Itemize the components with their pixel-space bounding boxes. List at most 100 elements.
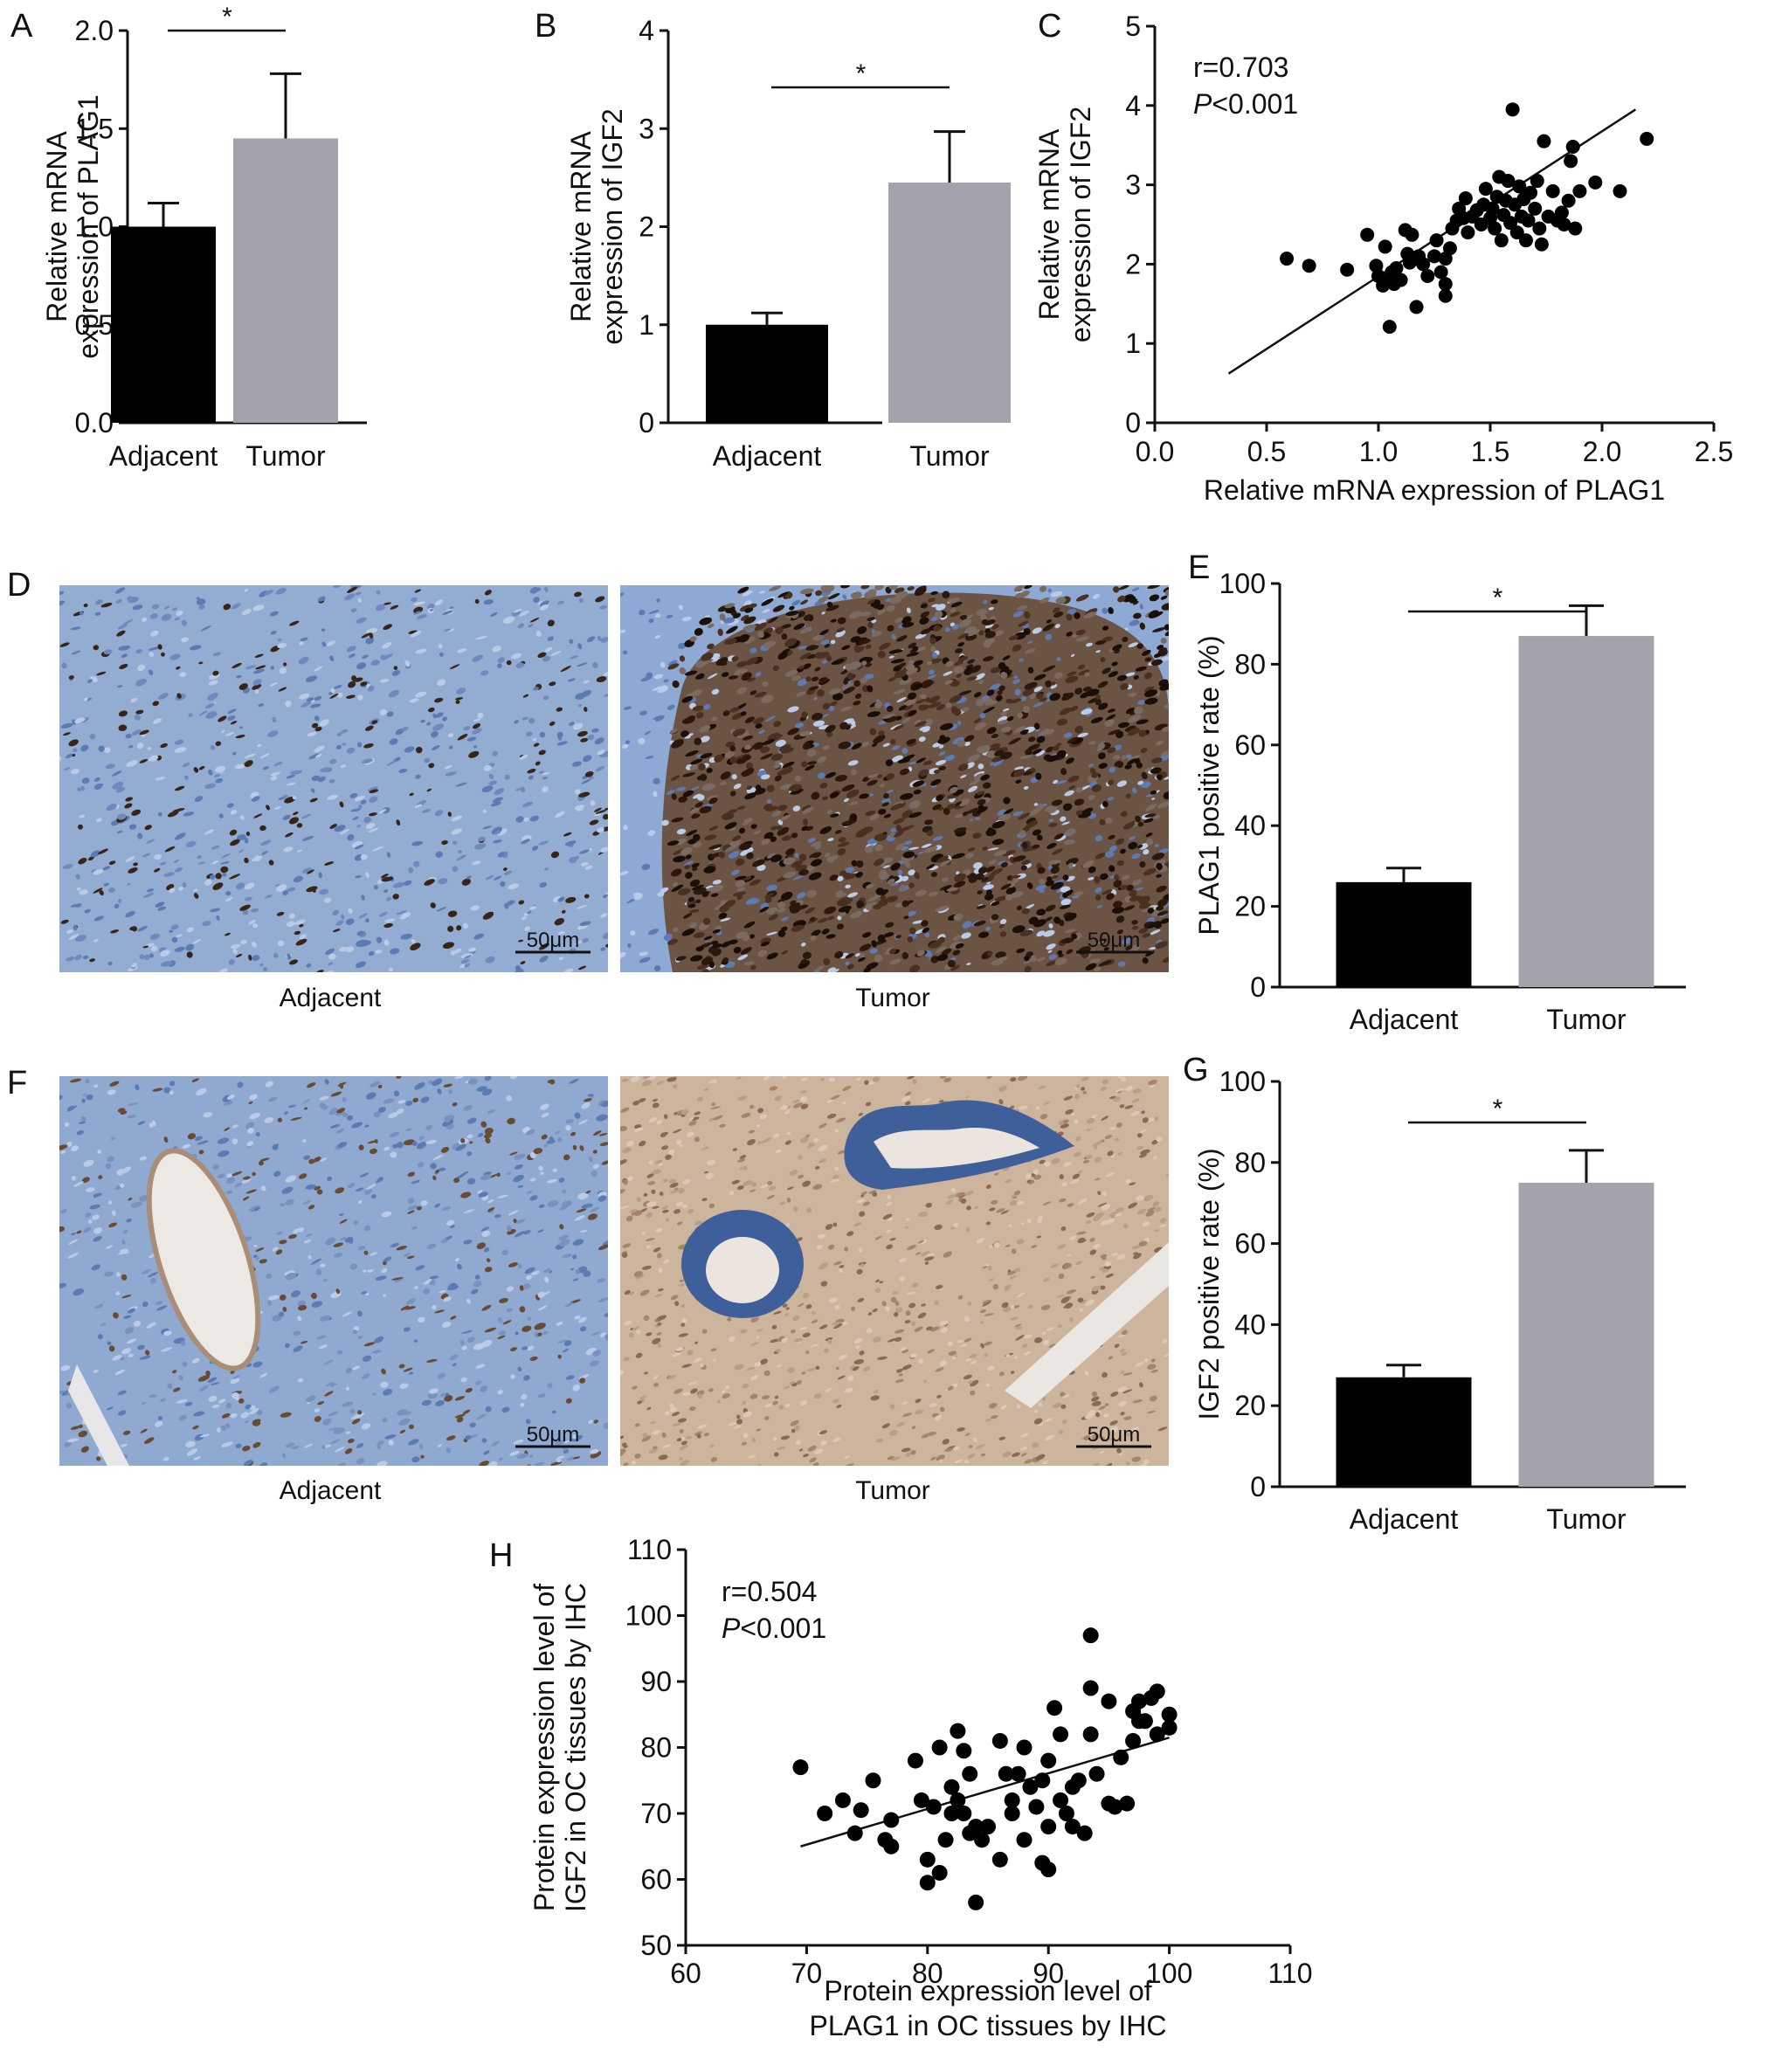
texture-mark (646, 1173, 654, 1178)
texture-mark (793, 1206, 798, 1212)
texture-mark (66, 929, 74, 934)
texture-mark (409, 1424, 414, 1429)
texture-mark (406, 1298, 416, 1305)
texture-mark (93, 777, 100, 782)
texture-mark (970, 1390, 976, 1396)
texture-mark (447, 812, 452, 817)
texture-mark (502, 616, 515, 624)
texture-mark (945, 660, 954, 667)
texture-mark (834, 830, 842, 834)
texture-mark (956, 1191, 965, 1198)
texture-mark (784, 669, 798, 677)
texture-mark (935, 906, 949, 912)
texture-mark (934, 1224, 943, 1231)
texture-mark (646, 1406, 652, 1411)
texture-mark (78, 824, 83, 830)
texture-mark (731, 655, 739, 662)
texture-mark (128, 824, 137, 830)
chart-c-x-tick-label: 1.0 (1359, 436, 1398, 467)
texture-mark (840, 585, 851, 589)
texture-mark (1008, 635, 1019, 641)
texture-mark (1025, 1173, 1032, 1179)
texture-mark (132, 604, 143, 611)
texture-mark (1037, 803, 1044, 811)
texture-mark (175, 832, 186, 840)
texture-mark (231, 943, 241, 950)
texture-mark (833, 1260, 842, 1266)
texture-mark (958, 690, 972, 696)
texture-mark (426, 1243, 437, 1249)
texture-mark (724, 845, 738, 852)
texture-mark (242, 1445, 251, 1452)
texture-mark (1093, 1144, 1098, 1150)
texture-mark (395, 729, 404, 736)
texture-mark (741, 1441, 748, 1446)
texture-mark (210, 908, 220, 913)
chart-b-bar-tumor (888, 182, 1011, 424)
texture-mark (515, 1164, 523, 1170)
chart-c-data-point (1532, 221, 1547, 236)
texture-mark (418, 1444, 424, 1449)
texture-mark (1106, 1462, 1113, 1466)
chart-e-significance-star: * (1493, 584, 1503, 612)
texture-mark (225, 891, 231, 896)
texture-mark (847, 892, 859, 898)
texture-mark (563, 1154, 570, 1161)
texture-mark (721, 812, 735, 820)
texture-mark (94, 1305, 103, 1309)
texture-mark (671, 1423, 681, 1426)
texture-mark (783, 857, 796, 865)
texture-mark (585, 1190, 591, 1194)
texture-mark (999, 918, 1007, 925)
texture-mark (137, 1121, 146, 1125)
texture-mark (919, 694, 927, 700)
texture-mark (656, 1331, 662, 1336)
texture-mark (845, 953, 854, 959)
texture-mark (66, 1105, 78, 1112)
texture-mark (759, 746, 770, 754)
texture-mark (1160, 918, 1169, 924)
texture-mark (448, 745, 453, 749)
texture-mark (230, 839, 240, 846)
chart-c-data-point (1505, 102, 1520, 117)
texture-mark (474, 1274, 480, 1280)
texture-mark (1043, 1102, 1050, 1105)
texture-mark (993, 850, 1007, 857)
texture-mark (867, 779, 878, 786)
texture-mark (929, 941, 943, 949)
texture-mark (537, 652, 547, 659)
texture-mark (574, 1316, 581, 1320)
texture-mark (987, 1365, 995, 1371)
texture-mark (1041, 1331, 1046, 1336)
texture-mark (1154, 1206, 1162, 1212)
texture-mark (381, 876, 394, 882)
texture-mark (605, 943, 608, 948)
texture-mark (980, 1321, 984, 1324)
texture-mark (1026, 1218, 1032, 1223)
texture-mark (754, 1361, 762, 1367)
texture-mark (837, 617, 846, 625)
texture-mark (1099, 1450, 1105, 1454)
texture-mark (278, 940, 285, 947)
texture-mark (449, 1354, 459, 1361)
texture-mark (315, 1268, 322, 1275)
texture-mark (361, 1423, 371, 1430)
texture-mark (1012, 1305, 1020, 1309)
texture-mark (76, 1129, 85, 1136)
texture-mark (577, 703, 583, 708)
texture-mark (220, 866, 229, 874)
chart-e-bar-tumor (1518, 636, 1654, 987)
texture-mark (218, 1150, 230, 1157)
texture-mark (799, 653, 812, 660)
texture-mark (829, 687, 841, 695)
chart-b-y-tick-label: 2 (639, 211, 654, 243)
chart-h-data-point (937, 1832, 954, 1848)
texture-mark (508, 1210, 519, 1216)
texture-mark (687, 903, 696, 908)
texture-mark (266, 805, 271, 811)
texture-mark (83, 697, 88, 701)
chart-h-data-point (1161, 1719, 1178, 1736)
texture-mark (777, 819, 784, 825)
texture-mark (1000, 1405, 1007, 1410)
texture-mark (748, 1454, 756, 1459)
